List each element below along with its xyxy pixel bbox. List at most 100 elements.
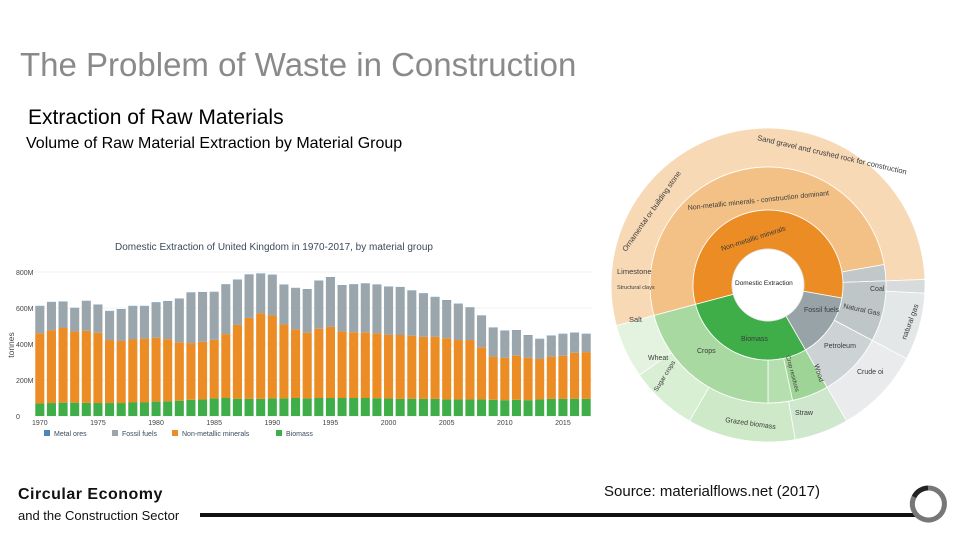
y-tick-label: 0	[16, 414, 20, 421]
section-subheading: Volume of Raw Material Extraction by Mat…	[26, 135, 403, 152]
bar-segment-non-metallic-minerals	[511, 355, 521, 400]
bar-segment-fossil-fuels	[174, 299, 184, 343]
bar-segment-fossil-fuels	[372, 284, 382, 334]
bar-segment-fossil-fuels	[151, 302, 161, 338]
bar-segment-biomass	[198, 399, 208, 416]
bar-segment-biomass	[93, 403, 103, 416]
bar-segment-fossil-fuels	[46, 302, 56, 331]
bar-segment-fossil-fuels	[535, 339, 545, 359]
x-tick-label: 1995	[323, 420, 339, 427]
bar-segment-non-metallic-minerals	[546, 356, 556, 399]
bar-segment-fossil-fuels	[70, 308, 80, 332]
bar-segment-fossil-fuels	[256, 273, 266, 314]
bar-segment-non-metallic-minerals	[81, 330, 91, 403]
bar-segment-non-metallic-minerals	[453, 340, 463, 400]
bar-segment-non-metallic-minerals	[58, 327, 68, 403]
bar-segment-fossil-fuels	[384, 286, 394, 335]
y-axis-label: tonnes	[6, 332, 16, 358]
bar-segment-fossil-fuels	[500, 330, 510, 358]
bar-segment-non-metallic-minerals	[256, 313, 266, 399]
bar-segment-non-metallic-minerals	[244, 317, 254, 399]
bar-segment-biomass	[418, 398, 428, 416]
bar-segment-fossil-fuels	[58, 301, 68, 328]
bar-segment-non-metallic-minerals	[105, 340, 115, 404]
x-tick-label: 2015	[555, 420, 571, 427]
bar-segment-non-metallic-minerals	[128, 339, 138, 403]
footer-title: Circular Economy	[18, 486, 163, 503]
bar-segment-fossil-fuels	[244, 274, 254, 318]
bar-segment-non-metallic-minerals	[163, 339, 173, 402]
sun-label-fossil: Fossil fuels	[804, 307, 840, 314]
bar-segment-fossil-fuels	[558, 334, 568, 356]
bar-segment-non-metallic-minerals	[337, 331, 347, 398]
bar-segment-fossil-fuels	[221, 284, 231, 335]
bar-segment-biomass	[35, 403, 45, 416]
bar-segment-fossil-fuels	[395, 287, 405, 335]
y-tick-label: 800M	[16, 270, 34, 277]
bar-segment-biomass	[105, 403, 115, 416]
bar-segment-fossil-fuels	[267, 275, 277, 316]
x-tick-label: 1985	[206, 420, 222, 427]
bar-segment-biomass	[221, 398, 231, 416]
bar-segment-non-metallic-minerals	[151, 337, 161, 402]
sun-label-salt: Salt	[629, 315, 643, 324]
y-tick-label: 200M	[16, 378, 34, 385]
sun-label-biomass: Biomass	[741, 336, 768, 343]
x-tick-label: 2010	[497, 420, 513, 427]
bar-segment-fossil-fuels	[570, 333, 580, 353]
bar-segment-fossil-fuels	[186, 292, 196, 344]
bar-segment-non-metallic-minerals	[139, 338, 149, 403]
bar-segment-biomass	[581, 398, 591, 416]
bar-segment-non-metallic-minerals	[314, 328, 324, 398]
bar-segment-fossil-fuels	[209, 292, 219, 340]
footer-divider	[200, 513, 918, 517]
bar-segment-biomass	[116, 403, 126, 416]
bar-segment-biomass	[500, 400, 510, 416]
bar-segment-fossil-fuels	[418, 293, 428, 337]
section-heading: Extraction of Raw Materials	[28, 106, 284, 129]
bar-segment-fossil-fuels	[116, 309, 126, 341]
bar-segment-non-metallic-minerals	[535, 358, 545, 400]
bar-segment-non-metallic-minerals	[430, 336, 440, 399]
sun-label-crude: Crude oi	[857, 369, 884, 376]
bar-segment-non-metallic-minerals	[442, 338, 452, 400]
bar-segment-non-metallic-minerals	[558, 355, 568, 399]
bar-segment-fossil-fuels	[523, 335, 533, 358]
extraction-bar-chart: Domestic Extraction of United Kingdom in…	[0, 225, 600, 445]
bar-segment-fossil-fuels	[453, 304, 463, 341]
bar-segment-non-metallic-minerals	[407, 335, 417, 399]
bar-segment-fossil-fuels	[325, 277, 335, 327]
bar-segment-biomass	[267, 398, 277, 416]
bar-segment-biomass	[465, 399, 475, 416]
sunburst-chart: Sand gravel and crushed rock for constru…	[610, 128, 926, 443]
x-tick-label: 1970	[32, 420, 48, 427]
sun-label-limestone: Limestone	[617, 267, 652, 276]
x-tick-label: 1975	[90, 420, 106, 427]
bar-segment-biomass	[453, 399, 463, 416]
legend-label: Non-metallic minerals	[182, 431, 250, 438]
bar-chart-title: Domestic Extraction of United Kingdom in…	[115, 242, 433, 253]
bar-segment-non-metallic-minerals	[35, 333, 45, 404]
sun-label-crops: Crops	[697, 348, 716, 355]
bar-segment-non-metallic-minerals	[232, 324, 242, 399]
bar-segment-non-metallic-minerals	[46, 330, 56, 404]
bar-segment-non-metallic-minerals	[325, 326, 335, 398]
bar-segment-biomass	[291, 398, 301, 416]
legend-swatch	[172, 430, 178, 436]
bar-segment-non-metallic-minerals	[291, 329, 301, 398]
bar-segment-non-metallic-minerals	[174, 342, 184, 401]
bar-segment-fossil-fuels	[81, 301, 91, 331]
bar-segment-fossil-fuels	[511, 330, 521, 356]
bar-segment-biomass	[360, 398, 370, 416]
bar-segment-fossil-fuels	[279, 284, 289, 325]
bar-segment-fossil-fuels	[163, 301, 173, 340]
sun-label-wheat: Wheat	[648, 355, 668, 362]
bar-segment-fossil-fuels	[488, 327, 498, 357]
bar-segment-biomass	[558, 398, 568, 416]
y-tick-label: 600M	[16, 306, 34, 313]
bar-segment-non-metallic-minerals	[523, 357, 533, 401]
bar-segment-biomass	[151, 401, 161, 416]
bar-segment-fossil-fuels	[198, 292, 208, 342]
bar-segment-biomass	[349, 398, 359, 416]
bar-segment-biomass	[314, 398, 324, 416]
